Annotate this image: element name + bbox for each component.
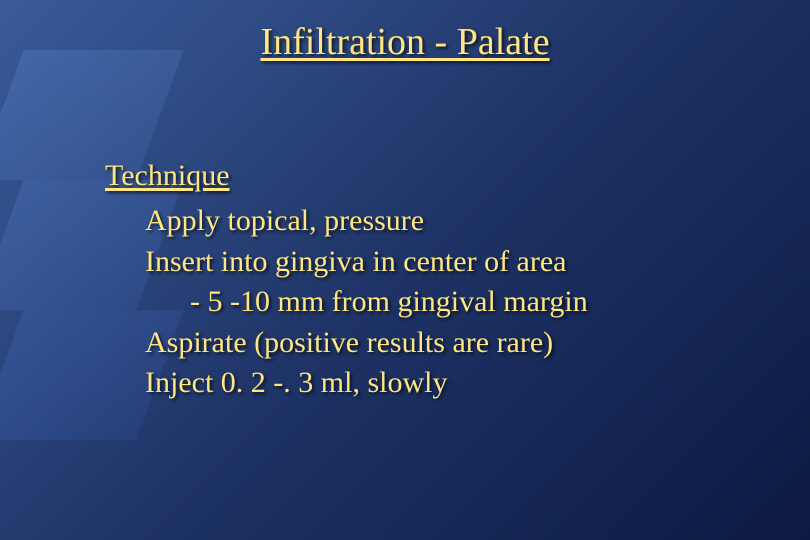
technique-line-4: Aspirate (positive results are rare) (145, 323, 770, 364)
technique-line-1: Apply topical, pressure (145, 201, 770, 242)
slide-title: Infiltration - Palate (40, 20, 770, 64)
technique-line-5: Inject 0. 2 -. 3 ml, slowly (145, 363, 770, 404)
technique-line-2: Insert into gingiva in center of area (145, 242, 770, 283)
technique-line-3: - 5 -10 mm from gingival margin (190, 282, 770, 323)
technique-heading: Technique (105, 159, 770, 193)
slide-content: Infiltration - Palate Technique Apply to… (0, 0, 810, 424)
